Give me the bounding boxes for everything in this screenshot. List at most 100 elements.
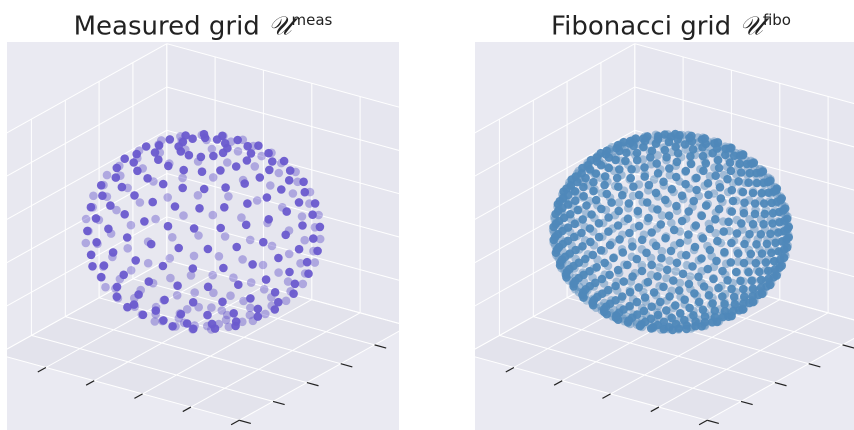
data-point	[138, 310, 148, 320]
data-point	[154, 141, 164, 150]
data-point	[563, 236, 573, 246]
data-point	[671, 301, 680, 310]
data-point	[582, 201, 591, 210]
data-point	[720, 306, 730, 316]
data-point	[740, 292, 749, 301]
grid-line	[475, 173, 636, 264]
data-point	[141, 142, 151, 151]
data-point	[666, 246, 676, 256]
data-point	[81, 238, 91, 248]
data-point	[222, 310, 232, 320]
data-point	[718, 266, 727, 276]
data-point	[262, 193, 272, 202]
data-point	[166, 273, 175, 283]
data-point	[681, 166, 691, 176]
data-point	[579, 191, 588, 201]
data-point	[283, 277, 293, 286]
data-point	[761, 258, 771, 267]
data-point	[745, 298, 754, 308]
data-point	[184, 150, 194, 160]
chart-title-symbol: 𝒰	[268, 11, 292, 42]
data-point	[671, 266, 681, 276]
data-point	[231, 317, 241, 326]
grid-line	[475, 86, 636, 177]
data-point	[632, 155, 642, 165]
data-point	[298, 221, 307, 230]
data-point	[665, 292, 674, 301]
data-point	[611, 296, 620, 305]
data-point	[737, 219, 746, 228]
data-point	[732, 229, 742, 238]
data-point	[300, 235, 310, 245]
data-point	[200, 133, 210, 143]
data-point	[748, 284, 758, 293]
data-point	[112, 292, 122, 301]
data-point	[122, 233, 132, 242]
data-point	[767, 198, 776, 208]
data-point	[234, 280, 243, 289]
data-point	[143, 258, 153, 268]
scatter3d-plot	[475, 42, 854, 430]
data-point	[736, 276, 745, 286]
data-point	[625, 228, 634, 238]
data-point	[709, 274, 718, 284]
data-point	[698, 151, 708, 161]
data-point	[207, 303, 216, 312]
data-point	[653, 169, 663, 178]
data-point	[652, 159, 661, 168]
data-point	[698, 305, 708, 315]
data-point	[747, 276, 756, 285]
data-point	[208, 210, 218, 220]
data-point	[647, 302, 656, 312]
data-point	[710, 306, 720, 316]
data-point	[581, 173, 590, 183]
data-point	[111, 173, 121, 182]
data-point	[768, 208, 778, 218]
data-point	[690, 242, 700, 252]
data-point	[748, 188, 758, 198]
data-point	[609, 253, 618, 263]
data-point	[315, 234, 325, 244]
data-point	[246, 149, 256, 158]
data-point	[671, 319, 681, 329]
x-axis-tick	[505, 366, 515, 373]
data-point	[615, 146, 624, 156]
data-point	[613, 265, 623, 275]
data-point	[653, 272, 662, 281]
data-point	[217, 306, 227, 315]
data-point	[621, 156, 630, 166]
data-point	[261, 309, 270, 319]
data-point	[304, 269, 313, 278]
data-point	[727, 238, 736, 248]
x-axis-tick	[182, 406, 192, 413]
data-point	[231, 162, 241, 171]
grid-line	[132, 278, 375, 346]
data-point	[734, 177, 743, 186]
data-point	[223, 158, 232, 167]
data-point	[270, 305, 280, 314]
data-point	[723, 174, 732, 184]
data-point	[92, 238, 101, 247]
data-point	[700, 312, 710, 321]
data-point	[694, 272, 703, 282]
data-point	[591, 169, 601, 178]
data-point	[634, 190, 644, 200]
data-point	[629, 182, 638, 191]
data-point	[699, 166, 708, 176]
data-point	[637, 235, 647, 245]
data-point	[102, 170, 112, 180]
floor-pane	[475, 260, 854, 421]
data-point	[299, 177, 308, 187]
data-point	[739, 258, 749, 268]
data-point	[170, 202, 180, 211]
data-point	[720, 247, 729, 257]
data-point	[308, 210, 317, 219]
data-point	[203, 310, 212, 320]
data-point	[296, 259, 305, 268]
data-point	[89, 191, 98, 201]
data-point	[594, 219, 604, 228]
fibonacci-grid-panel: Fibonacci grid 𝒰fibo	[475, 0, 854, 430]
data-point	[686, 159, 696, 169]
data-point	[750, 199, 760, 208]
data-point	[622, 148, 631, 158]
